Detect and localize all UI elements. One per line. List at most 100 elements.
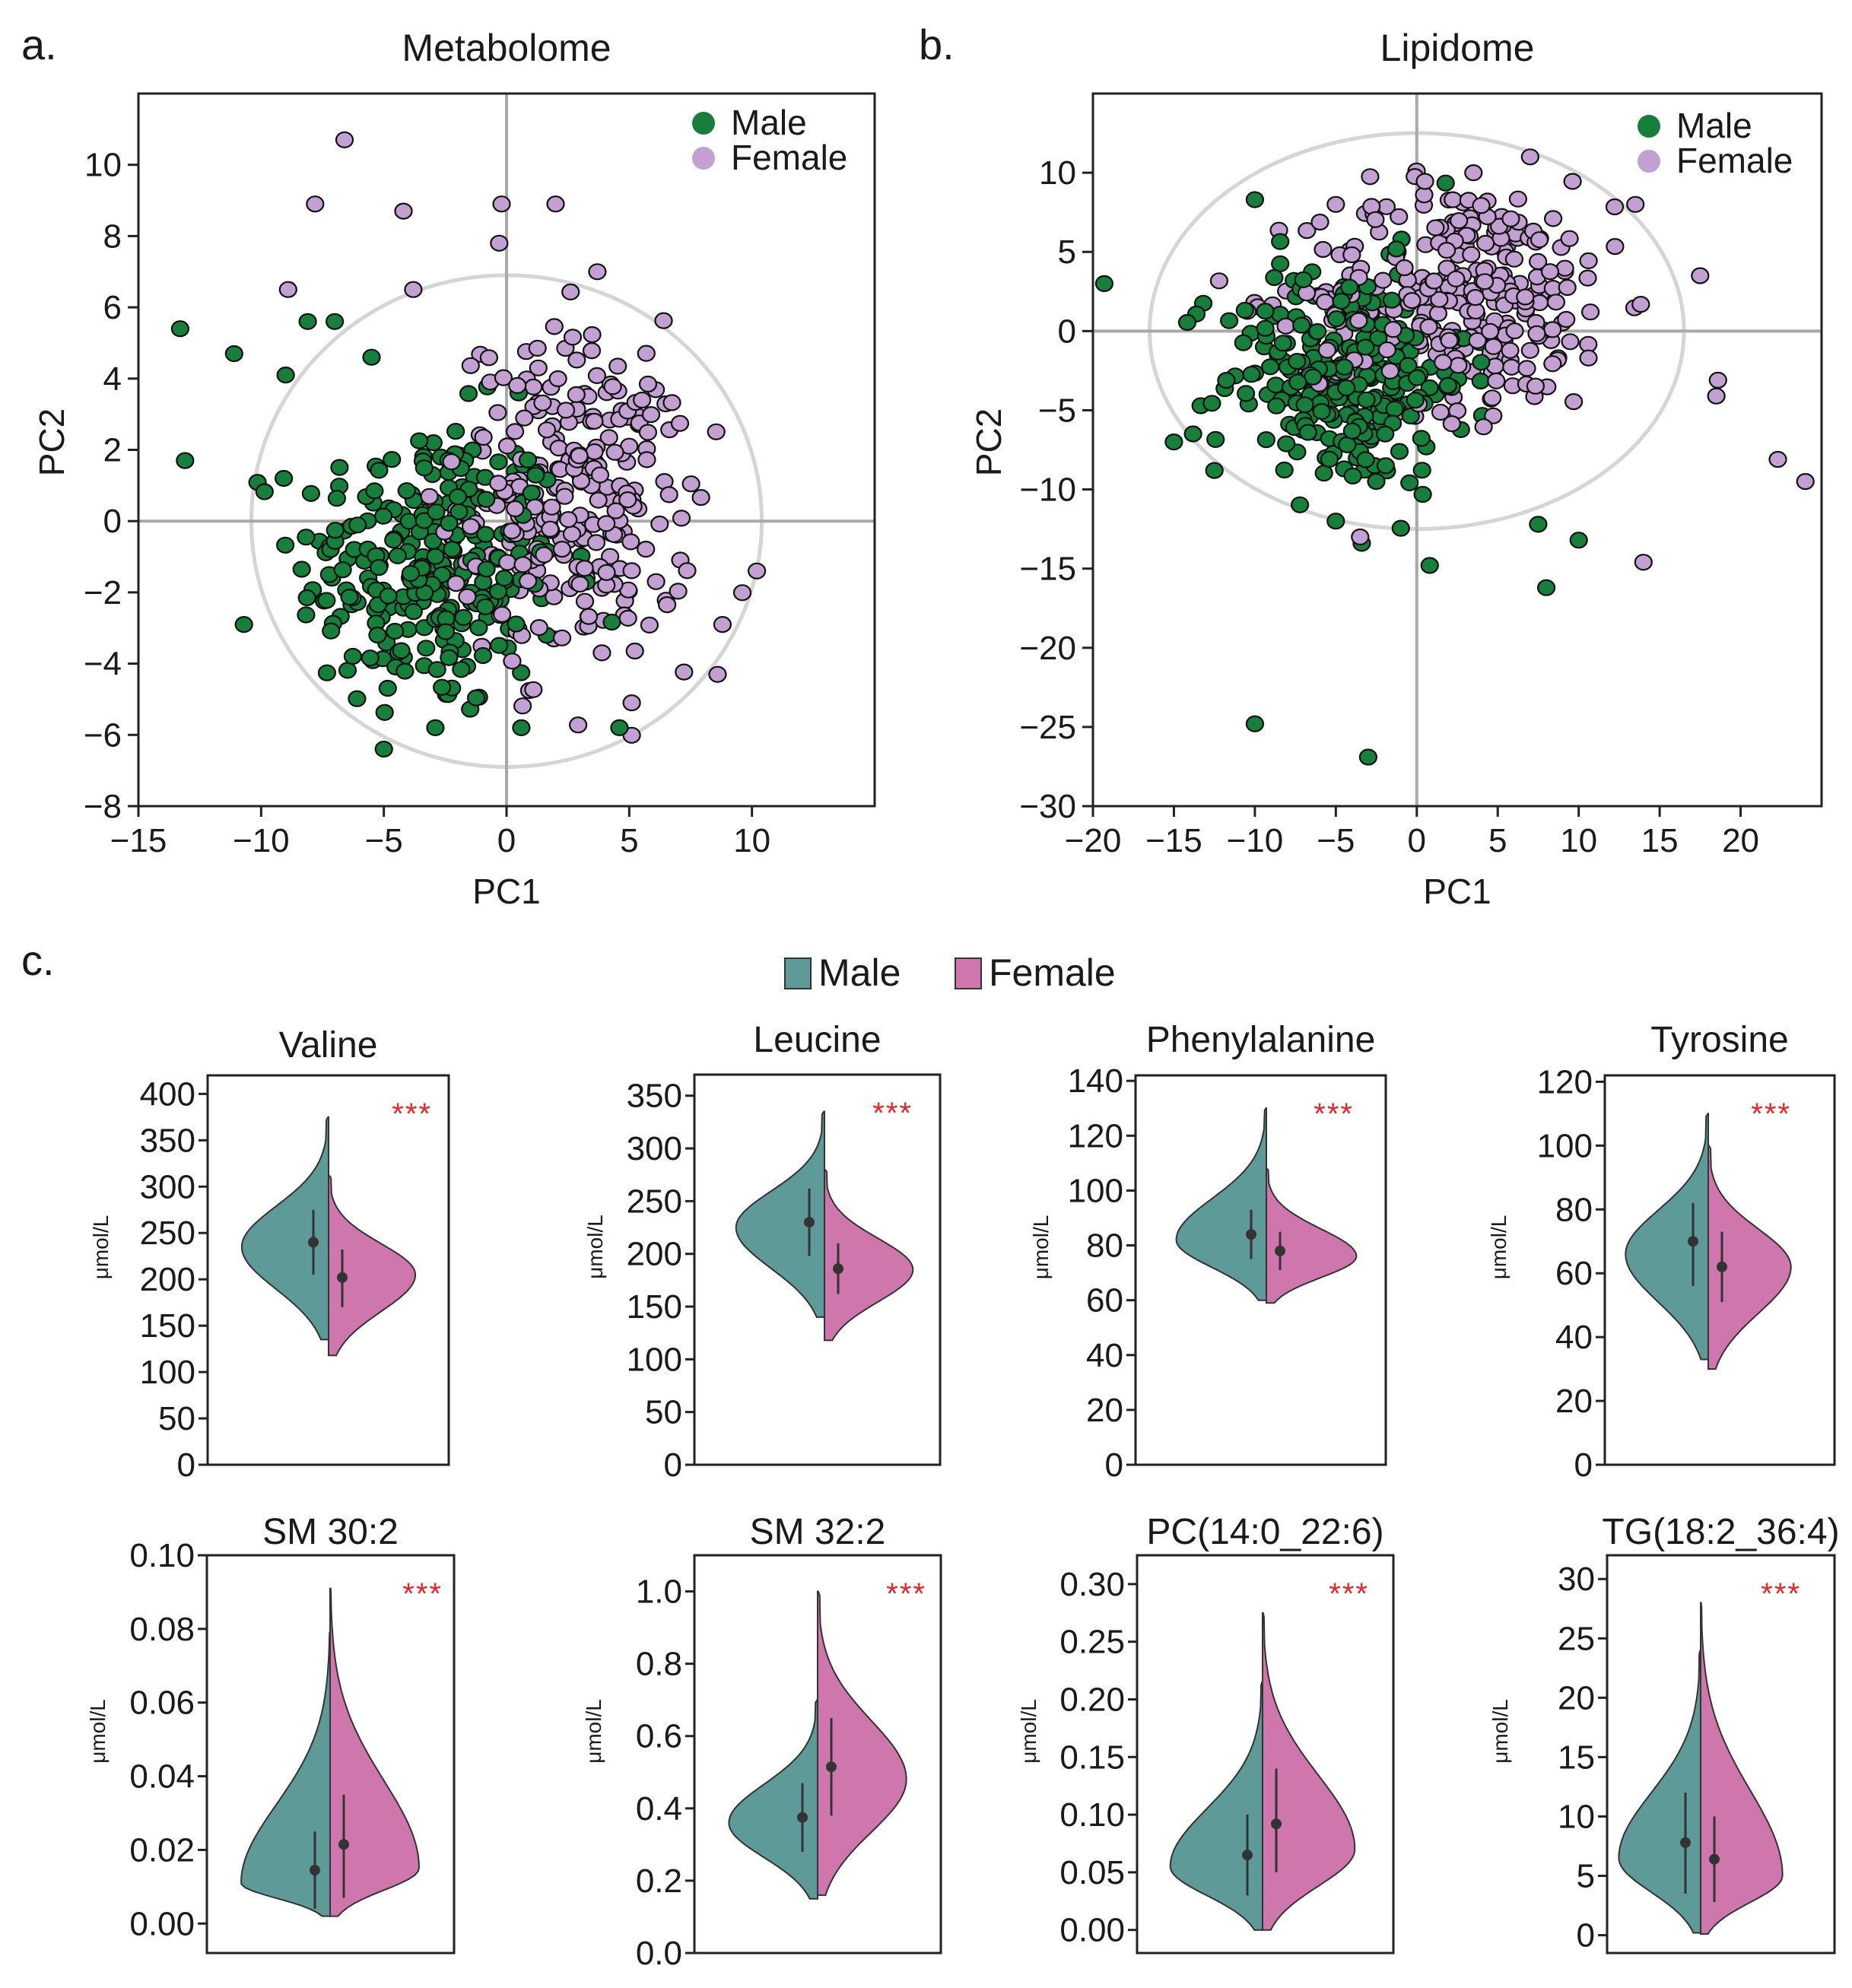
data-point-male bbox=[375, 703, 394, 721]
data-point-female bbox=[1796, 472, 1815, 491]
y-tick-label: 6 bbox=[103, 289, 122, 326]
violin-female bbox=[328, 1174, 417, 1357]
y-tick-label: 300 bbox=[140, 1168, 195, 1205]
y-tick-label: 40 bbox=[1086, 1337, 1123, 1374]
y-tick-label: 0.00 bbox=[1059, 1912, 1125, 1949]
y-tick-label: 140 bbox=[1068, 1062, 1123, 1100]
data-point-female bbox=[650, 515, 669, 533]
data-point-female bbox=[1543, 355, 1562, 373]
data-point-male bbox=[1294, 271, 1313, 288]
data-point-male bbox=[426, 548, 445, 565]
violin-chart-7: PC(14:0_22:6) 0.00 0.05 0.10 0.15 0.20 0.25 0.3… bbox=[1017, 1512, 1395, 1955]
data-point-male bbox=[1273, 335, 1292, 352]
x-axis-label: PC1 bbox=[1423, 872, 1491, 911]
data-point-female bbox=[713, 615, 732, 634]
data-point-male bbox=[404, 603, 423, 621]
data-point-female bbox=[1557, 310, 1576, 329]
mean-point-female bbox=[338, 1839, 349, 1850]
y-tick-label: 100 bbox=[1068, 1172, 1123, 1209]
violin-female bbox=[1707, 1145, 1792, 1370]
significance-marker: *** bbox=[392, 1097, 432, 1131]
y-tick-label: 80 bbox=[1555, 1191, 1593, 1228]
data-point-female bbox=[503, 522, 522, 540]
data-point-male bbox=[1356, 451, 1375, 468]
y-tick-label: 10 bbox=[84, 147, 122, 184]
legend-swatch-male bbox=[1638, 115, 1660, 138]
data-point-male bbox=[1290, 496, 1310, 513]
plot-frame bbox=[206, 1074, 450, 1466]
data-point-male bbox=[477, 561, 496, 578]
y-unit-label: μmol/L bbox=[1017, 1699, 1040, 1764]
y-tick-label: 350 bbox=[627, 1078, 682, 1115]
data-point-female bbox=[1349, 312, 1368, 329]
violin-chart-1: Valine 0 50 100 150 200 250 300 350 400 *** μmol/L bbox=[89, 1025, 450, 1484]
y-tick-label: 300 bbox=[627, 1130, 682, 1167]
data-point-male bbox=[1569, 532, 1588, 549]
data-point-female bbox=[1484, 338, 1503, 355]
y-tick-label: 250 bbox=[140, 1215, 195, 1252]
data-point-female bbox=[579, 608, 599, 625]
data-point-male bbox=[322, 622, 341, 640]
data-point-female bbox=[583, 326, 602, 344]
mean-point-male bbox=[1688, 1236, 1698, 1247]
data-point-female bbox=[1565, 392, 1584, 411]
data-point-female bbox=[494, 369, 513, 386]
chart-title: Lipidome bbox=[1380, 27, 1535, 69]
panel-c: c. Male FemaleValine0501001502002503003504… bbox=[21, 936, 1840, 1972]
legend-label-female: Female bbox=[731, 138, 847, 177]
data-point-male bbox=[255, 483, 274, 500]
y-tick-label: 0 bbox=[177, 1447, 195, 1484]
data-point-male bbox=[1401, 407, 1420, 425]
data-point-male bbox=[1234, 334, 1253, 351]
data-point-male bbox=[1275, 461, 1294, 479]
data-point-male bbox=[365, 482, 384, 500]
data-point-female bbox=[1540, 263, 1560, 281]
data-point-female bbox=[1558, 278, 1577, 297]
data-point-female bbox=[1520, 341, 1539, 359]
data-point-male bbox=[1245, 191, 1265, 208]
data-point-male bbox=[384, 532, 403, 549]
data-point-male bbox=[1326, 513, 1345, 530]
data-point-female bbox=[1475, 273, 1495, 291]
data-point-male bbox=[1312, 402, 1331, 421]
data-point-female bbox=[506, 500, 525, 518]
y-tick-label: −4 bbox=[84, 646, 122, 683]
y-tick-label: 50 bbox=[645, 1394, 682, 1431]
data-point-female bbox=[492, 605, 512, 624]
y-tick-label: 250 bbox=[627, 1183, 682, 1220]
data-point-female bbox=[548, 370, 567, 388]
data-point-female bbox=[420, 487, 439, 505]
data-point-female bbox=[657, 595, 677, 614]
data-point-male bbox=[443, 540, 462, 558]
y-axis-label: PC2 bbox=[32, 408, 71, 476]
y-tick-label: 40 bbox=[1555, 1319, 1593, 1356]
data-point-male bbox=[1536, 579, 1556, 596]
data-point-female bbox=[513, 556, 532, 573]
data-point-male bbox=[473, 646, 493, 665]
violin-male bbox=[735, 1110, 825, 1318]
y-tick-label: 0.30 bbox=[1059, 1566, 1125, 1603]
data-point-male bbox=[1357, 391, 1376, 408]
data-point-female bbox=[1425, 272, 1444, 290]
data-point-male bbox=[368, 626, 387, 644]
violin-male bbox=[1625, 1113, 1709, 1361]
y-tick-label: 200 bbox=[140, 1261, 195, 1298]
data-point-male bbox=[1314, 464, 1333, 482]
data-point-female bbox=[488, 404, 507, 421]
data-point-female bbox=[600, 548, 620, 565]
data-point-male bbox=[512, 719, 531, 737]
data-point-female bbox=[592, 644, 612, 662]
data-point-female bbox=[1468, 332, 1487, 349]
chart-title: Tyrosine bbox=[1650, 1020, 1788, 1060]
data-point-female bbox=[541, 520, 560, 538]
data-point-female bbox=[556, 402, 576, 419]
mean-point-male bbox=[797, 1812, 808, 1823]
y-unit-label: μmol/L bbox=[582, 1699, 605, 1764]
y-unit-label: μmol/L bbox=[86, 1699, 110, 1764]
data-point-male bbox=[1529, 516, 1548, 533]
data-point-male bbox=[1406, 392, 1425, 409]
data-point-male bbox=[610, 719, 629, 737]
data-point-female bbox=[1466, 289, 1485, 306]
data-point-male bbox=[466, 689, 486, 707]
data-point-male bbox=[1438, 376, 1457, 394]
